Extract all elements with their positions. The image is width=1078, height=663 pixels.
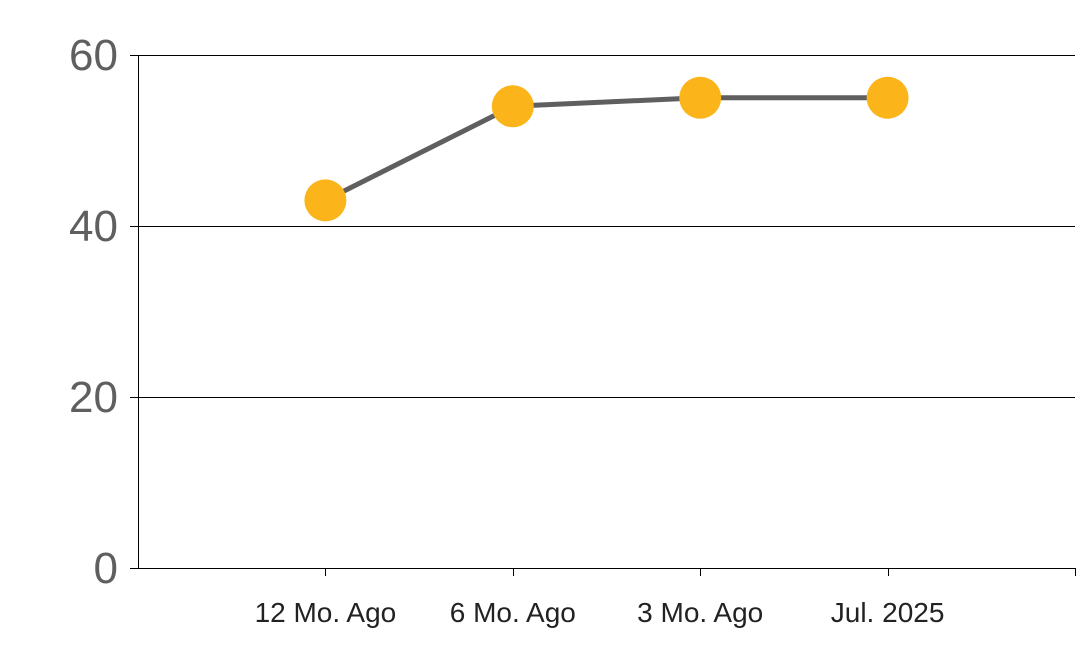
gridlines (138, 55, 1075, 398)
x-tick-label-3: Jul. 2025 (831, 597, 945, 628)
y-tick-label-60: 60 (69, 31, 118, 80)
data-point-3 (866, 76, 909, 119)
axes (130, 55, 1076, 576)
x-tick-label-2: 3 Mo. Ago (637, 597, 763, 628)
y-tick-label-0: 0 (94, 544, 118, 593)
y-tick-label-20: 20 (69, 373, 118, 422)
x-tick-label-0: 12 Mo. Ago (255, 597, 397, 628)
x-tick-label-1: 6 Mo. Ago (450, 597, 576, 628)
y-tick-label-40: 40 (69, 202, 118, 251)
series-line-0 (322, 95, 891, 203)
data-point-2 (679, 76, 722, 119)
data-point-0 (304, 179, 347, 222)
tick-labels: 0 20 40 60 12 Mo. Ago 6 Mo. Ago 3 Mo. Ago Jul. … (69, 31, 944, 628)
series-layer (304, 76, 909, 222)
data-point-1 (491, 85, 534, 128)
